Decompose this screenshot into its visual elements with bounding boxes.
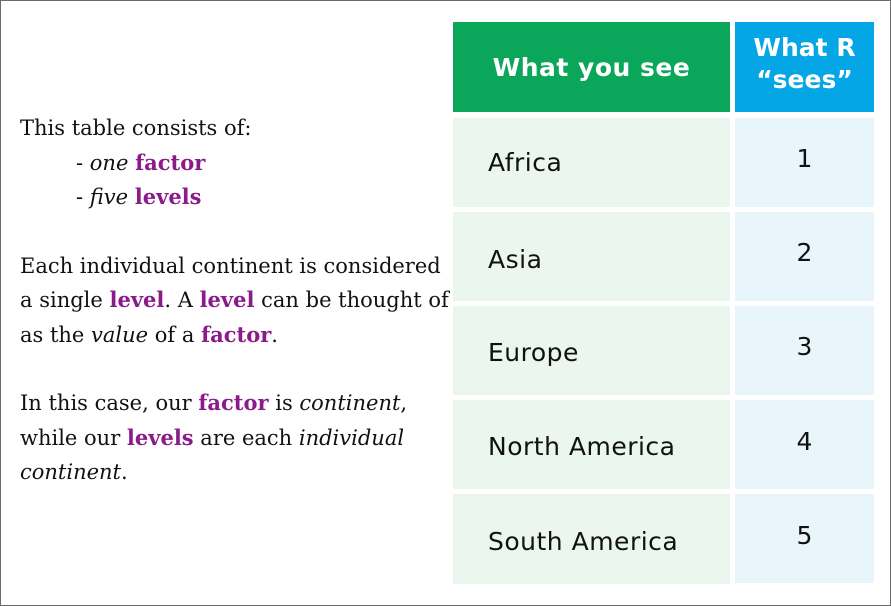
bullet-five-levels: - five levels bbox=[76, 184, 202, 209]
table-cell-label-north-america: North America bbox=[453, 400, 730, 489]
table-cell-label-south-america: South America bbox=[453, 494, 730, 584]
paragraph-level-definition: Each individual continent is considered … bbox=[20, 253, 449, 347]
intro-line: This table consists of: bbox=[20, 116, 252, 140]
table-cell-code-north-america: 4 bbox=[735, 400, 874, 489]
table-cell-label-europe: Europe bbox=[453, 306, 730, 395]
table-cell-code-europe: 3 bbox=[735, 306, 874, 395]
table-cell-code-asia: 2 bbox=[735, 212, 874, 301]
header-what-r-sees: What R “sees” bbox=[735, 22, 874, 112]
table-cell-code-south-america: 5 bbox=[735, 494, 874, 583]
header-r-line1: What R bbox=[753, 33, 856, 62]
table-cell-code-africa: 1 bbox=[735, 118, 874, 207]
explanation-text: This table consists of: - one factor - f… bbox=[20, 111, 450, 490]
paragraph-this-case: In this case, our factor is continent, w… bbox=[20, 390, 408, 484]
table-cell-label-asia: Asia bbox=[453, 212, 730, 301]
paragraph-gap bbox=[20, 215, 450, 249]
paragraph-gap bbox=[20, 352, 450, 386]
table-cell-label-africa: Africa bbox=[453, 118, 730, 207]
header-r-line2: “sees” bbox=[756, 65, 853, 94]
bullet-one-factor: - one factor bbox=[76, 149, 206, 175]
header-what-you-see: What you see bbox=[453, 22, 730, 112]
